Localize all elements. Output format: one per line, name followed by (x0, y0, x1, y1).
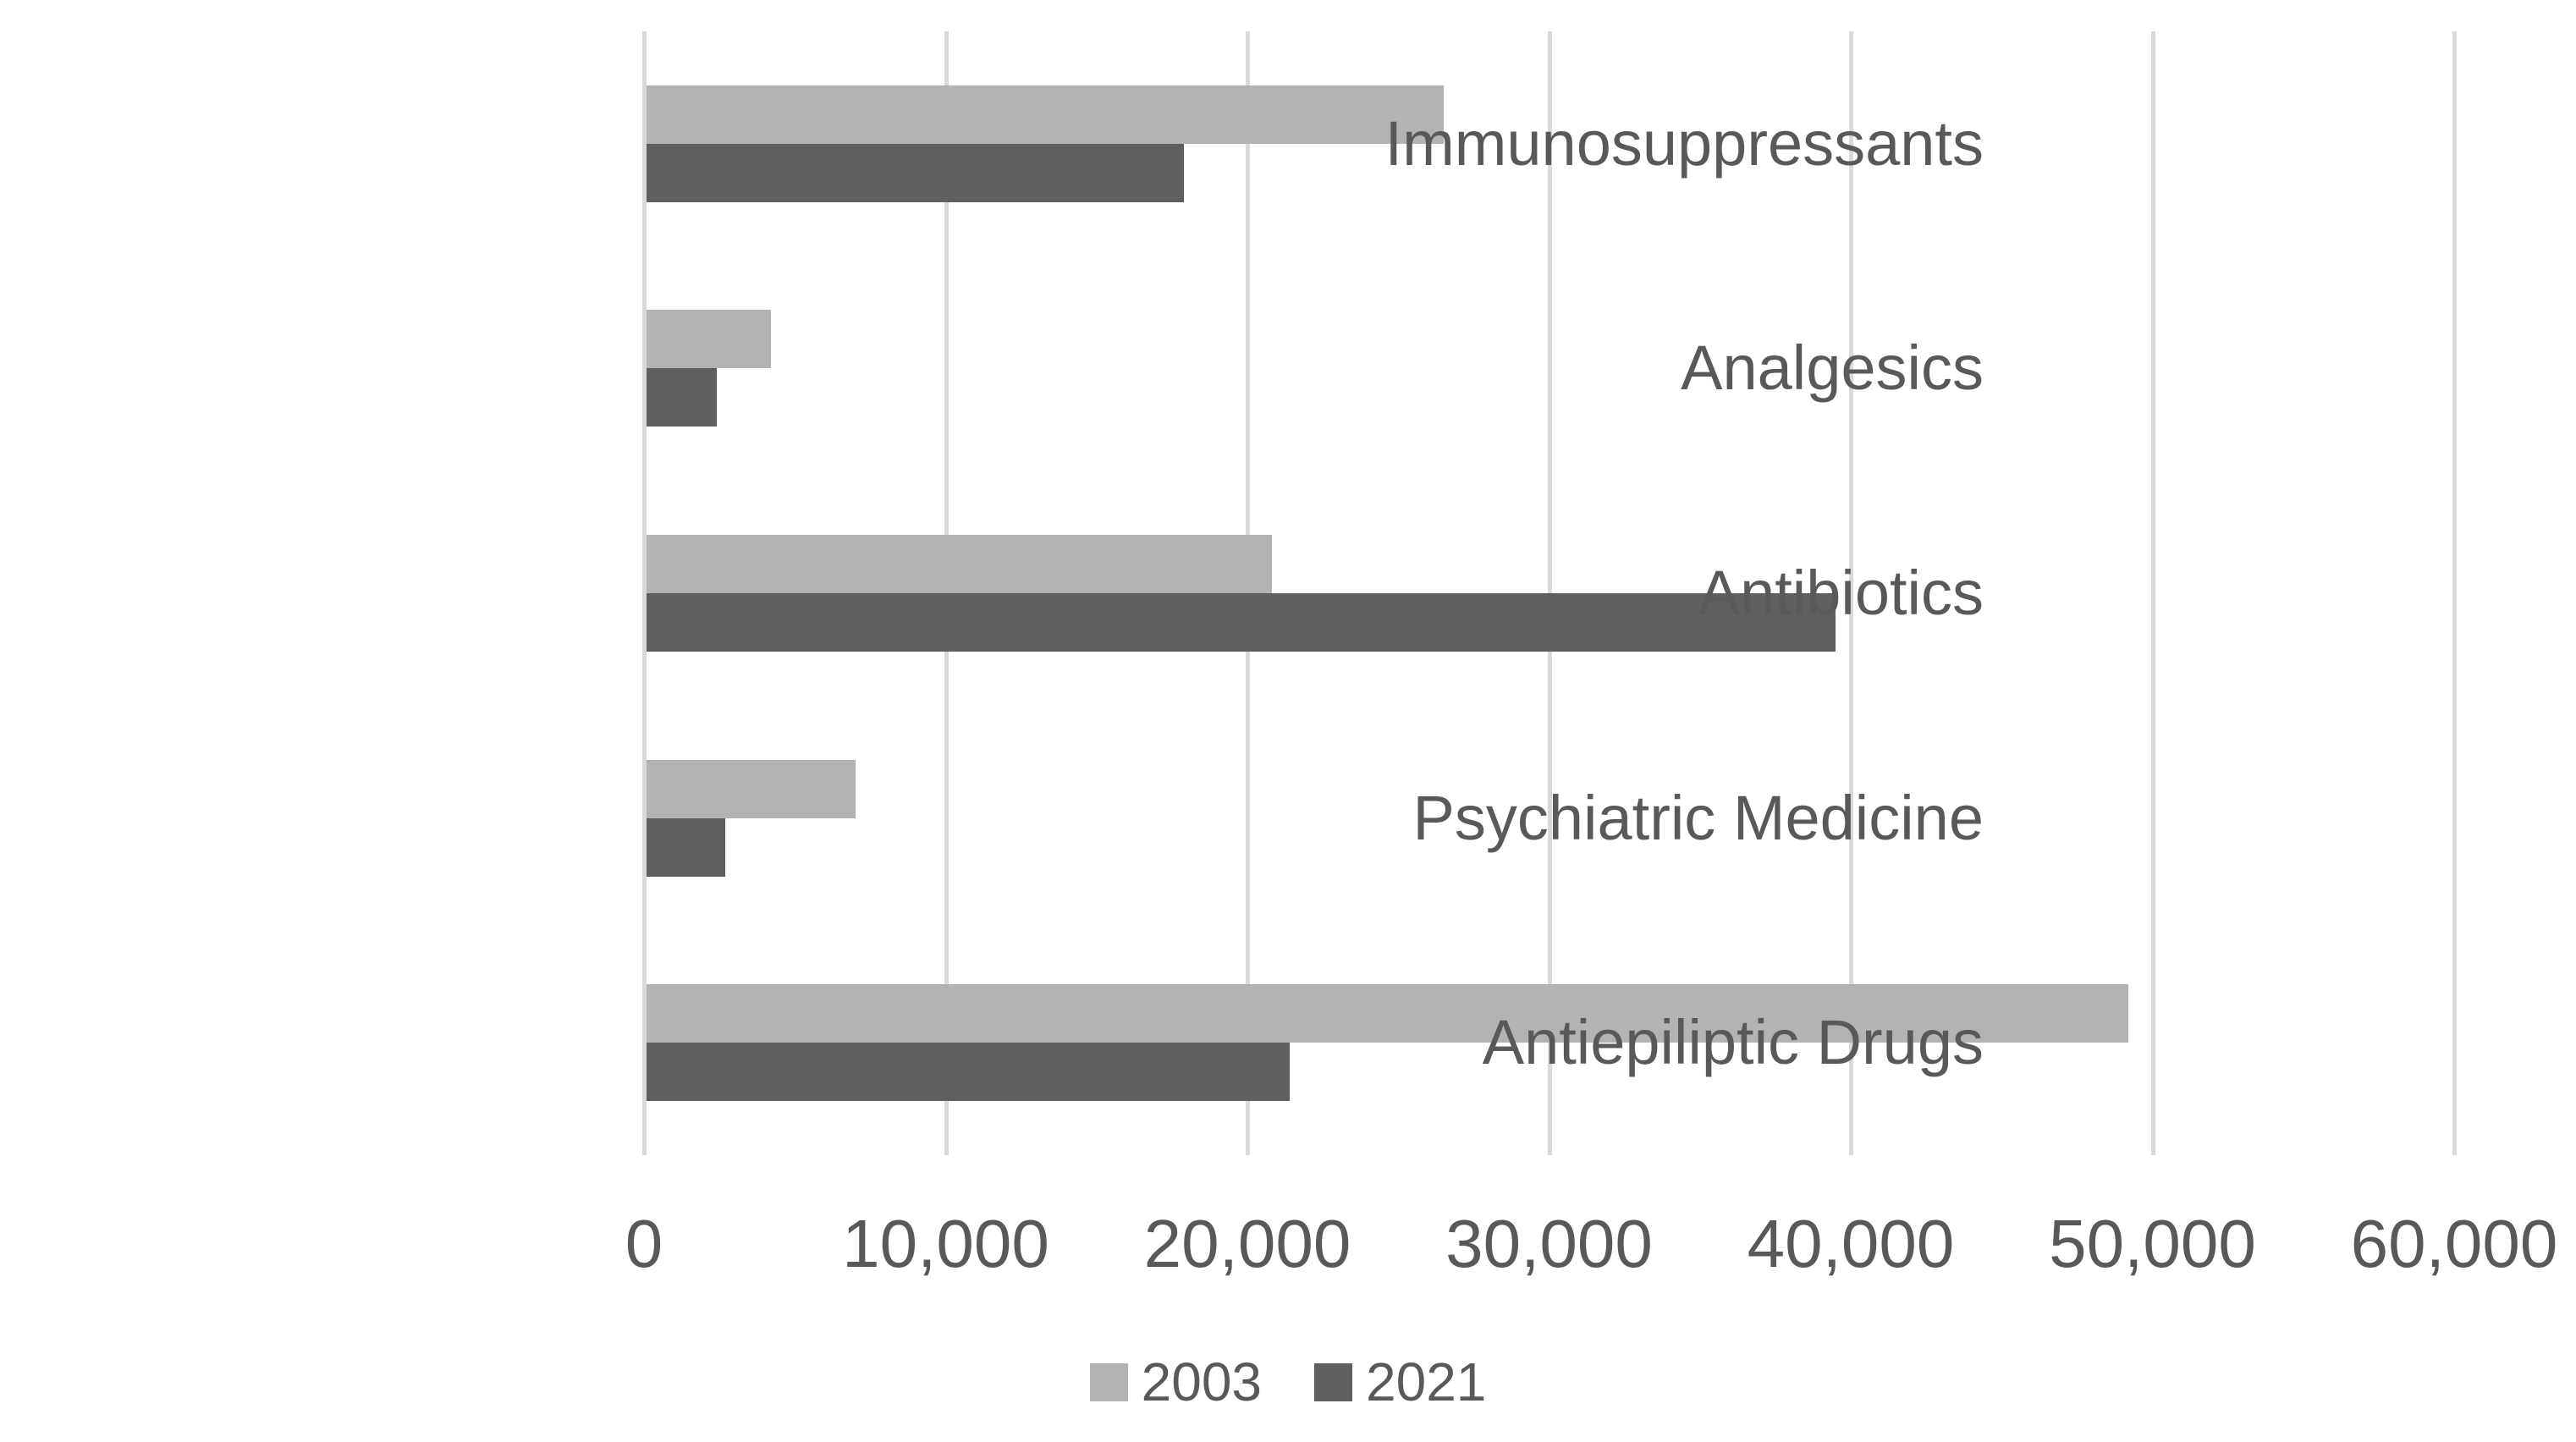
legend-label-2003: 2003 (1141, 1351, 1262, 1412)
legend-swatch-2021 (1314, 1362, 1352, 1401)
bar-2003-psychiatric-medicine (647, 759, 856, 818)
x-tick-label-60000: 60,000 (2350, 1206, 2558, 1281)
x-tick-label-20000: 20,000 (1143, 1206, 1351, 1281)
bar-2003-analgesics (647, 310, 771, 369)
gridline-50000 (2150, 31, 2155, 1155)
legend-entry-2021: 2021 (1314, 1351, 1486, 1413)
category-label-psychiatric-medicine: Psychiatric Medicine (1412, 782, 1984, 853)
x-tick-label-40000: 40,000 (1747, 1206, 1955, 1281)
category-label-antiepiliptic-drugs: Antiepiliptic Drugs (1482, 1007, 1984, 1078)
value-axis-line (642, 31, 647, 1155)
legend: 2003 2021 (0, 1351, 2576, 1413)
legend-swatch-2003 (1089, 1362, 1128, 1401)
legend-entry-2003: 2003 (1089, 1351, 1262, 1413)
bar-2003-antiepiliptic-drugs (647, 984, 2128, 1043)
x-tick-label-0: 0 (625, 1206, 663, 1281)
category-label-immunosuppressants: Immunosuppressants (1384, 107, 1984, 179)
bar-2021-immunosuppressants (647, 143, 1185, 202)
gridline-40000 (1849, 31, 1853, 1155)
bar-2021-antiepiliptic-drugs (647, 1043, 1290, 1102)
x-tick-label-10000: 10,000 (842, 1206, 1049, 1281)
x-tick-label-30000: 30,000 (1445, 1206, 1653, 1281)
bar-2021-analgesics (647, 368, 717, 427)
bar-2003-immunosuppressants (647, 85, 1444, 144)
gridline-60000 (2452, 31, 2457, 1155)
category-label-analgesics: Analgesics (1681, 333, 1984, 404)
bar-2021-antibiotics (647, 593, 1836, 652)
legend-label-2021: 2021 (1366, 1351, 1487, 1412)
x-tick-label-50000: 50,000 (2049, 1206, 2256, 1281)
bar-2021-psychiatric-medicine (647, 817, 726, 877)
category-label-antibiotics: Antibiotics (1698, 558, 1984, 628)
bar-2003-antibiotics (647, 535, 1272, 593)
